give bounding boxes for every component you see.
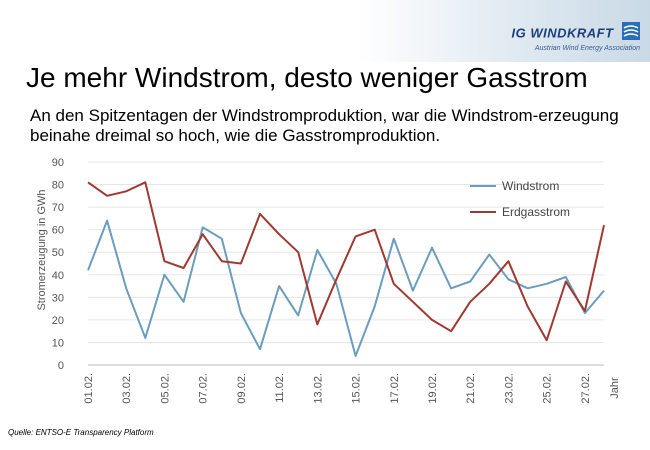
chart-legend: Windstrom Erdgasstrom <box>470 179 570 219</box>
x-tick-label: 19.02. <box>427 373 439 404</box>
y-tick-label: 50 <box>52 247 64 259</box>
x-tick-label: 23.02. <box>503 373 515 404</box>
y-tick-label: 10 <box>52 337 64 349</box>
x-tick-label: 13.02. <box>312 373 324 404</box>
x-tick-label: 11.02. <box>274 373 286 403</box>
y-tick-label: 90 <box>52 157 64 169</box>
x-tick-label: 07.02. <box>198 373 210 404</box>
page-title: Je mehr Windstrom, desto weniger Gasstro… <box>26 62 588 93</box>
series-line-windstrom <box>87 219 605 357</box>
y-axis: 0 10 20 30 40 50 60 70 80 90 <box>52 157 64 372</box>
series-line-erdgasstrom <box>87 181 605 342</box>
x-tick-label: 25.02. <box>542 373 554 404</box>
x-tick-label: 15.02. <box>351 373 363 404</box>
legend-label: Windstrom <box>502 179 559 193</box>
x-tick-label: 09.02. <box>236 373 248 404</box>
logo-subtitle: Austrian Wind Energy Association <box>534 45 640 52</box>
y-tick-label: 30 <box>52 292 64 304</box>
x-tick-label: 21.02. <box>465 373 477 404</box>
y-tick-label: 70 <box>52 202 64 214</box>
source-note: Quelle: ENTSO-E Transparency Platform <box>8 428 154 437</box>
y-tick-label: 80 <box>52 180 64 192</box>
x-tick-label: 03.02. <box>121 373 133 404</box>
y-tick-label: 40 <box>52 270 64 282</box>
chart-series <box>87 181 605 357</box>
x-axis: 01.02. 03.02. 05.02. 07.02. 09.02. 11.02. 13.0… <box>83 364 604 404</box>
x-tick-label: 17.02. <box>389 373 401 404</box>
y-tick-label: 20 <box>52 315 64 327</box>
header-band <box>0 0 650 62</box>
y-tick-label: 60 <box>52 225 64 237</box>
x-tick-label: 01.02. <box>83 373 95 404</box>
legend-label: Erdgasstrom <box>502 205 570 219</box>
x-axis-label: Jahr <box>609 377 621 399</box>
x-tick-label: 05.02. <box>159 373 171 404</box>
y-tick-label: 0 <box>58 360 64 372</box>
page-subtitle: An den Spitzentagen der Windstromprodukt… <box>30 106 619 145</box>
logo-text: IG WINDKRAFT <box>511 25 614 41</box>
y-axis-label: Stromerzeugung in GWh <box>36 189 48 310</box>
x-tick-label: 27.02. <box>580 373 592 404</box>
wind-logo-icon <box>622 22 640 45</box>
logo: IG WINDKRAFT Austrian Wind Energy Associ… <box>511 22 640 52</box>
